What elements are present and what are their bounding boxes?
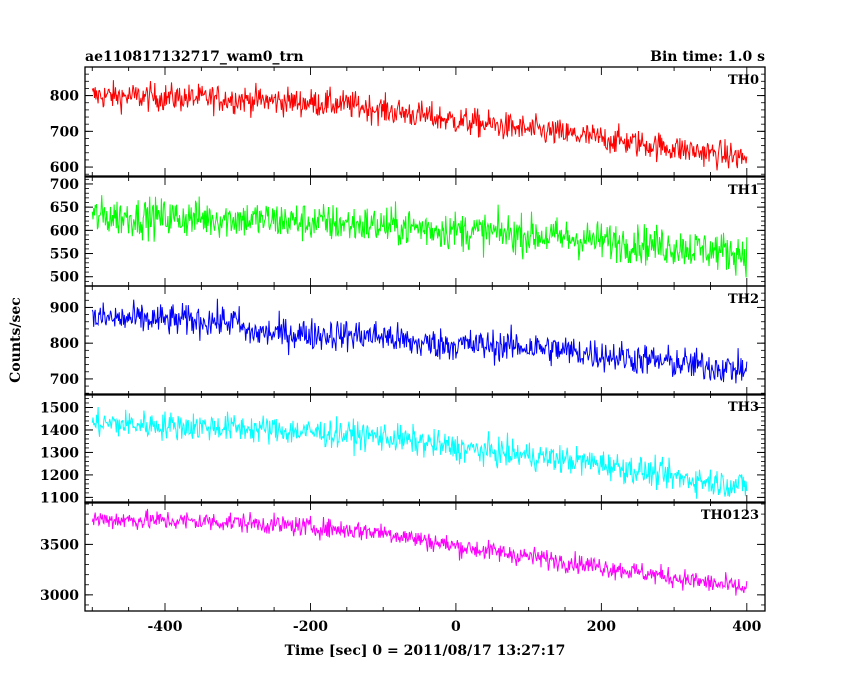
panel-label: TH0123: [701, 508, 759, 523]
y-tick-label: 650: [50, 200, 79, 216]
y-tick-label: 550: [50, 247, 79, 263]
panel-label: TH2: [728, 292, 759, 307]
y-tick-label: 800: [50, 336, 79, 352]
series-line-th1: [91, 195, 748, 278]
y-tick-label: 700: [50, 124, 79, 140]
y-tick-label: 700: [50, 177, 79, 193]
panel-th2: 700 800 900 TH2: [50, 285, 766, 396]
y-tick-label: 1500: [40, 400, 79, 416]
panel-th1: 500 550 600 650 700 TH1: [50, 176, 766, 287]
y-tick-label: 1300: [40, 445, 79, 461]
panel-label: TH1: [728, 183, 759, 198]
y-tick-label: 1400: [40, 423, 79, 439]
y-tick-label: 500: [50, 270, 79, 286]
panel-frame: [84, 393, 766, 504]
series-line-th0: [91, 80, 748, 171]
series-line-th2: [91, 298, 748, 384]
panel-frame: [84, 285, 766, 396]
x-axis-title: Time [sec] 0 = 2011/08/17 13:27:17: [285, 643, 566, 659]
panel-label: TH0: [728, 73, 759, 88]
panel-frame: [84, 66, 766, 177]
observation-id-label: ae110817132717_wam0_trn: [85, 49, 304, 65]
y-tick-label: 700: [50, 372, 79, 388]
x-tick-label: -200: [293, 619, 328, 635]
y-tick-label: 900: [50, 300, 79, 316]
y-tick-label: 600: [50, 223, 79, 239]
panel-frame: [84, 501, 766, 612]
y-tick-label: 3500: [40, 537, 79, 553]
x-tick-label: -400: [147, 619, 182, 635]
x-tick-label: 200: [587, 619, 616, 635]
panel-th0123: 3000 3500 TH0123: [40, 501, 766, 612]
x-tick-label: 400: [732, 619, 761, 635]
y-axis-title: Counts/sec: [8, 297, 24, 383]
y-tick-label: 1200: [40, 468, 79, 484]
y-tick-label: 800: [50, 89, 79, 105]
panel-th3: 1100 1200 1300 1400 1500 TH3: [40, 393, 766, 506]
y-tick-label: 600: [50, 160, 79, 176]
y-tick-label: 1100: [40, 490, 79, 506]
series-line-th3: [91, 406, 748, 499]
y-tick-label: 3000: [40, 588, 79, 604]
panel-th0: 600 700 800 TH0: [50, 66, 766, 177]
series-line-th0123: [91, 508, 748, 596]
bin-time-label: Bin time: 1.0 s: [650, 49, 765, 65]
x-tick-label: 0: [451, 619, 461, 635]
panel-label: TH3: [728, 400, 759, 415]
